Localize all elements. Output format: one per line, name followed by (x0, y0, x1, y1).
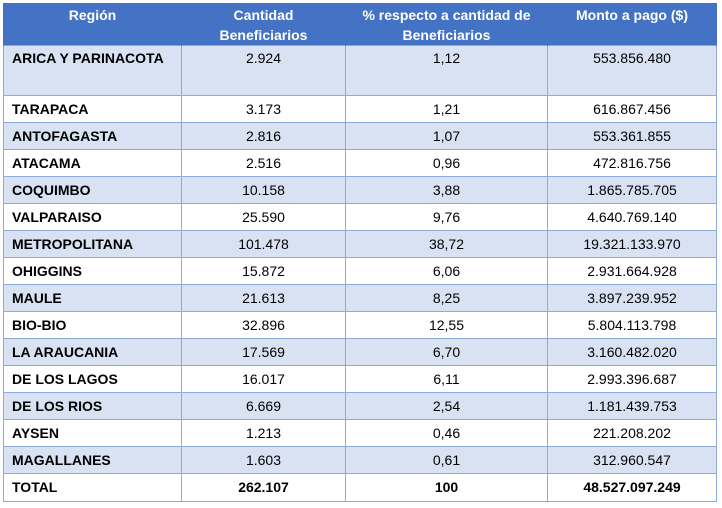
cell-beneficiaries: 17.569 (181, 338, 346, 366)
cell-amount: 4.640.769.140 (547, 203, 717, 231)
table-row: DE LOS LAGOS 16.017 6,11 2.993.396.687 (3, 365, 717, 393)
cell-region: TARAPACA (3, 95, 182, 123)
cell-beneficiaries: 2.516 (181, 149, 346, 177)
cell-amount: 472.816.756 (547, 149, 717, 177)
table-row: COQUIMBO 10.158 3,88 1.865.785.705 (3, 176, 717, 204)
cell-amount: 3.160.482.020 (547, 338, 717, 366)
table-row: MAGALLANES 1.603 0,61 312.960.547 (3, 446, 717, 474)
cell-region: VALPARAISO (3, 203, 182, 231)
beneficiaries-by-region-table: Región Cantidad Beneficiarios % respecto… (3, 3, 717, 502)
cell-amount: 19.321.133.970 (547, 230, 717, 258)
header-beneficiaries-percent: % respecto a cantidad de Beneficiarios (345, 3, 548, 46)
table-row: ATACAMA 2.516 0,96 472.816.756 (3, 149, 717, 177)
table-header: Región Cantidad Beneficiarios % respecto… (3, 3, 717, 46)
cell-percent: 12,55 (345, 311, 548, 339)
total-row: TOTAL 262.107 100 48.527.097.249 (3, 473, 717, 502)
cell-region: MAGALLANES (3, 446, 182, 474)
cell-amount: 3.897.239.952 (547, 284, 717, 312)
cell-percent: 1,12 (345, 45, 548, 96)
header-payment-amount: Monto a pago ($) (547, 3, 717, 46)
table-row: METROPOLITANA 101.478 38,72 19.321.133.9… (3, 230, 717, 258)
cell-region: BIO-BIO (3, 311, 182, 339)
table-row: TARAPACA 3.173 1,21 616.867.456 (3, 95, 717, 123)
cell-region: METROPOLITANA (3, 230, 182, 258)
cell-beneficiaries: 16.017 (181, 365, 346, 393)
cell-amount: 2.931.664.928 (547, 257, 717, 285)
cell-percent: 1,07 (345, 122, 548, 150)
header-row: Región Cantidad Beneficiarios % respecto… (3, 3, 717, 46)
cell-beneficiaries: 25.590 (181, 203, 346, 231)
total-percent: 100 (345, 473, 548, 502)
cell-beneficiaries: 3.173 (181, 95, 346, 123)
table-row: VALPARAISO 25.590 9,76 4.640.769.140 (3, 203, 717, 231)
total-label: TOTAL (3, 473, 182, 502)
cell-amount: 1.865.785.705 (547, 176, 717, 204)
cell-region: LA ARAUCANIA (3, 338, 182, 366)
cell-percent: 8,25 (345, 284, 548, 312)
cell-beneficiaries: 32.896 (181, 311, 346, 339)
table-row: ARICA Y PARINACOTA 2.924 1,12 553.856.48… (3, 45, 717, 96)
cell-percent: 6,11 (345, 365, 548, 393)
cell-amount: 1.181.439.753 (547, 392, 717, 420)
table-row: ANTOFAGASTA 2.816 1,07 553.361.855 (3, 122, 717, 150)
cell-percent: 38,72 (345, 230, 548, 258)
cell-region: AYSEN (3, 419, 182, 447)
cell-amount: 553.361.855 (547, 122, 717, 150)
cell-region: ARICA Y PARINACOTA (3, 45, 182, 96)
cell-amount: 2.993.396.687 (547, 365, 717, 393)
table-body: ARICA Y PARINACOTA 2.924 1,12 553.856.48… (3, 45, 717, 502)
cell-percent: 9,76 (345, 203, 548, 231)
cell-beneficiaries: 15.872 (181, 257, 346, 285)
cell-region: MAULE (3, 284, 182, 312)
table-row: OHIGGINS 15.872 6,06 2.931.664.928 (3, 257, 717, 285)
header-beneficiaries-count: Cantidad Beneficiarios (181, 3, 346, 46)
cell-beneficiaries: 2.816 (181, 122, 346, 150)
cell-amount: 553.856.480 (547, 45, 717, 96)
cell-percent: 6,70 (345, 338, 548, 366)
table-row: LA ARAUCANIA 17.569 6,70 3.160.482.020 (3, 338, 717, 366)
cell-region: DE LOS RIOS (3, 392, 182, 420)
cell-percent: 0,61 (345, 446, 548, 474)
cell-percent: 1,21 (345, 95, 548, 123)
table-row: DE LOS RIOS 6.669 2,54 1.181.439.753 (3, 392, 717, 420)
cell-region: DE LOS LAGOS (3, 365, 182, 393)
cell-beneficiaries: 21.613 (181, 284, 346, 312)
cell-percent: 3,88 (345, 176, 548, 204)
cell-region: COQUIMBO (3, 176, 182, 204)
cell-percent: 0,96 (345, 149, 548, 177)
table-row: BIO-BIO 32.896 12,55 5.804.113.798 (3, 311, 717, 339)
cell-beneficiaries: 101.478 (181, 230, 346, 258)
cell-region: ANTOFAGASTA (3, 122, 182, 150)
cell-beneficiaries: 6.669 (181, 392, 346, 420)
total-amount: 48.527.097.249 (547, 473, 717, 502)
cell-percent: 0,46 (345, 419, 548, 447)
beneficiaries-table-container: Región Cantidad Beneficiarios % respecto… (3, 3, 717, 502)
cell-amount: 5.804.113.798 (547, 311, 717, 339)
cell-percent: 6,06 (345, 257, 548, 285)
cell-percent: 2,54 (345, 392, 548, 420)
cell-amount: 221.208.202 (547, 419, 717, 447)
cell-beneficiaries: 10.158 (181, 176, 346, 204)
cell-amount: 616.867.456 (547, 95, 717, 123)
total-beneficiaries: 262.107 (181, 473, 346, 502)
cell-beneficiaries: 1.603 (181, 446, 346, 474)
cell-amount: 312.960.547 (547, 446, 717, 474)
table-row: MAULE 21.613 8,25 3.897.239.952 (3, 284, 717, 312)
header-region: Región (3, 3, 182, 46)
cell-beneficiaries: 1.213 (181, 419, 346, 447)
cell-beneficiaries: 2.924 (181, 45, 346, 96)
cell-region: OHIGGINS (3, 257, 182, 285)
cell-region: ATACAMA (3, 149, 182, 177)
table-row: AYSEN 1.213 0,46 221.208.202 (3, 419, 717, 447)
